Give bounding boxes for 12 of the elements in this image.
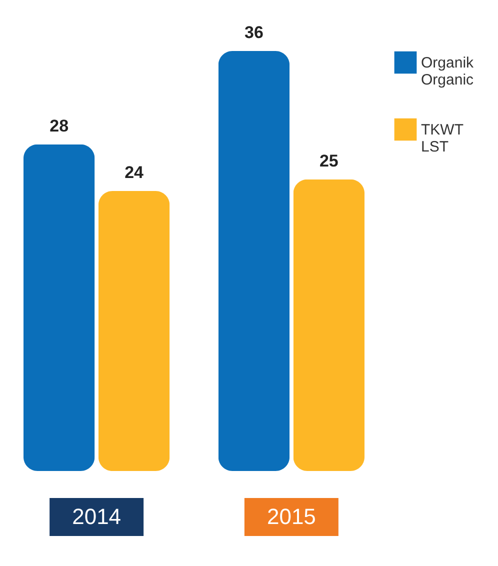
legend-label: Organik Organic (421, 54, 474, 88)
x-tick-label: 2014 (72, 504, 122, 529)
bar (293, 179, 365, 471)
data-label: 28 (50, 116, 69, 136)
bar (218, 51, 290, 471)
data-label: 24 (124, 163, 144, 182)
bar (23, 144, 95, 471)
data-label: 36 (244, 23, 264, 42)
legend-label: TKWT LST (421, 122, 464, 156)
bar (98, 191, 170, 471)
x-tick-label: 2015 (266, 504, 316, 529)
data-label: 25 (319, 151, 338, 170)
